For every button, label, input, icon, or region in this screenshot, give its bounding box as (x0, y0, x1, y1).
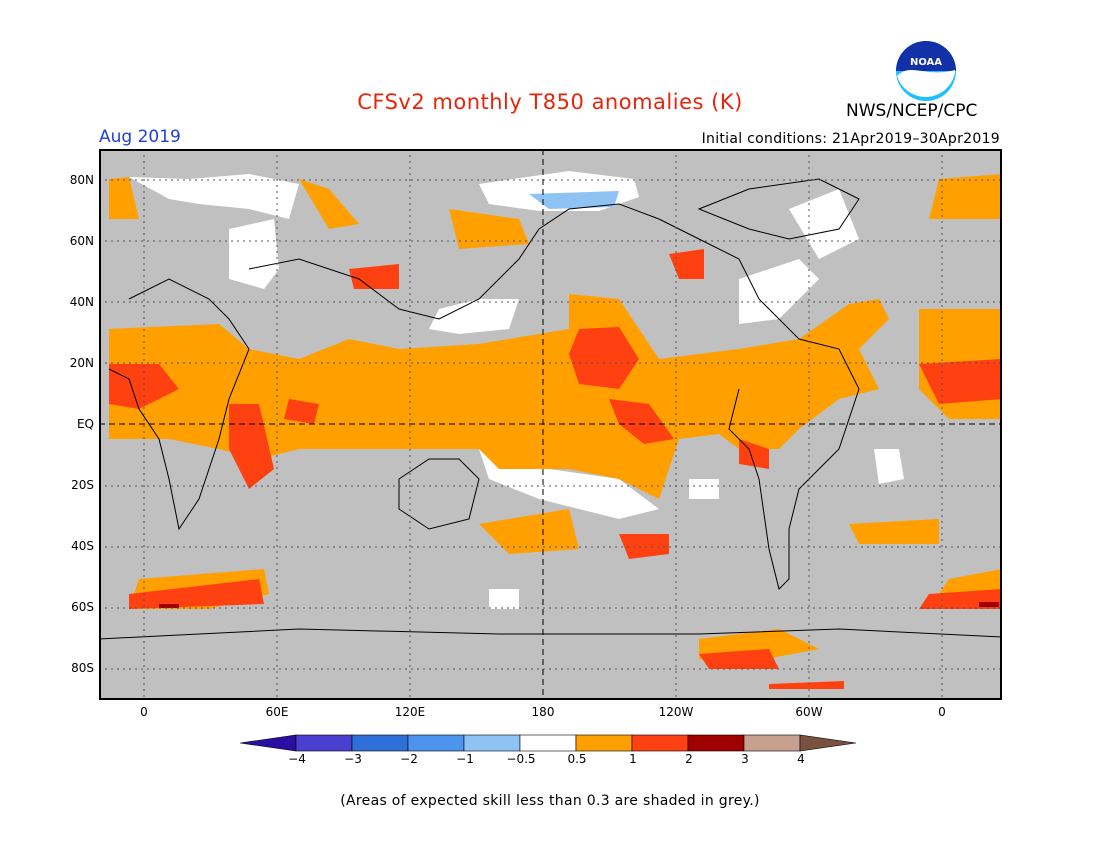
lat-label: EQ (76, 417, 94, 431)
colorbar-segment (295, 734, 353, 752)
lat-label: 60S (71, 600, 94, 614)
logo-text: NOAA (910, 57, 942, 68)
chart-title: CFSv2 monthly T850 anomalies (K) (357, 90, 743, 114)
lon-label: 120W (658, 705, 694, 719)
moderate-positive-anomaly-regions (109, 249, 1002, 689)
lat-label: 40S (71, 539, 94, 553)
colorbar-label: −3 (344, 752, 362, 766)
lat-label: 20N (69, 356, 94, 370)
initial-conditions-label: Initial conditions: 21Apr2019–30Apr2019 (701, 131, 1000, 147)
map-border (99, 149, 1002, 700)
colorbar-segment (519, 734, 577, 752)
neutral-anomaly-regions (129, 171, 904, 609)
colorbar-label: 1 (629, 752, 637, 766)
graticule-lines (99, 149, 1002, 700)
colorbar-min-arrow (240, 734, 297, 752)
colorbar-segment (351, 734, 409, 752)
colorbar-segment (687, 734, 745, 752)
colorbar-label: 4 (797, 752, 805, 766)
colorbar-label: −2 (400, 752, 418, 766)
colorbar-segment (743, 734, 801, 752)
coastline-outlines (99, 178, 1002, 640)
agency-label: NWS/NCEP/CPC (846, 101, 978, 121)
lat-label: 40N (69, 295, 94, 309)
reference-lines (99, 149, 1002, 700)
anomaly-map (99, 149, 1002, 700)
colorbar-segment (631, 734, 689, 752)
colorbar-label: −0.5 (506, 752, 536, 766)
lon-label: 0 (938, 705, 946, 719)
colorbar-segments (240, 734, 857, 752)
lon-label: 0 (140, 705, 148, 719)
colorbar-max-arrow (799, 734, 857, 752)
footnote: (Areas of expected skill less than 0.3 a… (340, 793, 760, 809)
colorbar-label: 0.5 (567, 752, 587, 766)
colorbar-segment (575, 734, 633, 752)
lat-label: 80N (69, 173, 94, 187)
lat-label: 60N (69, 234, 94, 248)
lon-label: 60W (795, 705, 823, 719)
lat-label: 20S (71, 478, 94, 492)
lat-label: 80S (71, 661, 94, 675)
lon-label: 60E (265, 705, 289, 719)
valid-month-label: Aug 2019 (99, 127, 181, 147)
lon-label: 120E (394, 705, 426, 719)
colorbar (240, 734, 857, 752)
colorbar-segment (463, 734, 521, 752)
negative-anomaly-region (529, 191, 619, 209)
lon-label: 180 (531, 705, 555, 719)
strong-positive-anomaly-regions (159, 602, 999, 608)
noaa-logo-icon: NOAA (896, 41, 956, 101)
colorbar-label: 2 (685, 752, 693, 766)
colorbar-label: −4 (288, 752, 306, 766)
colorbar-label: 3 (741, 752, 749, 766)
colorbar-segment (407, 734, 465, 752)
colorbar-label: −1 (456, 752, 474, 766)
